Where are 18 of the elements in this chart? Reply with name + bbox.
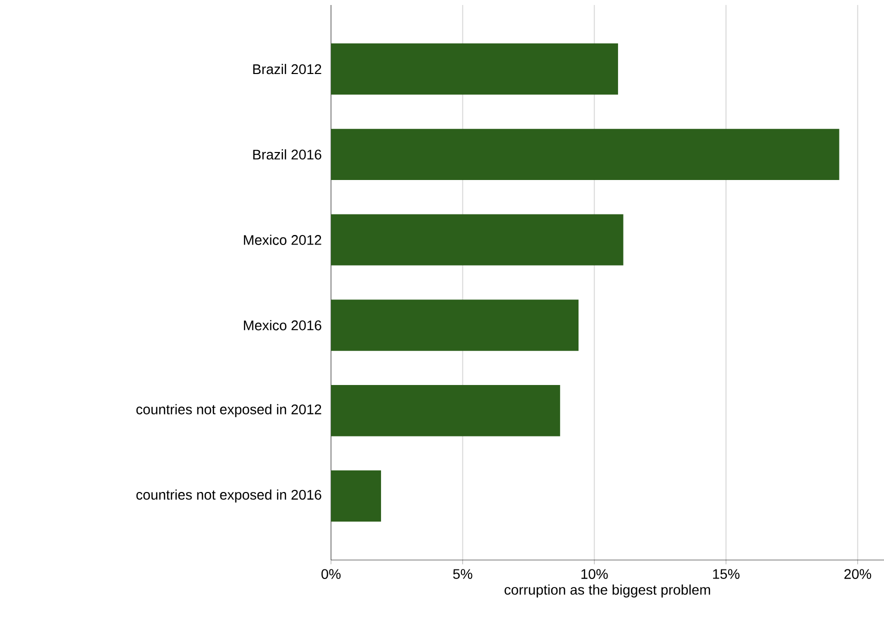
bar [331,128,840,180]
x-tick-label: 10% [581,569,608,579]
y-tick-label: Brazil 2016 [253,149,322,160]
bar [331,300,579,351]
y-tick-label: countries not exposed in 2016 [136,489,322,502]
x-tick-label: 15% [713,569,740,579]
y-tick-label: countries not exposed in 2012 [136,404,322,418]
x-axis-title: corruption as the biggest problem [504,584,710,598]
bar [331,384,560,436]
x-tick-label: 20% [844,569,872,579]
x-tick-label: 5% [453,569,472,579]
bar [331,214,624,266]
bar [331,43,618,95]
y-tick-label: Mexico 2012 [244,234,322,245]
y-tick-label: Brazil 2012 [253,64,322,74]
bar [331,470,382,522]
y-tick-label: Mexico 2016 [244,320,322,330]
x-tick-label: 0% [321,569,341,579]
